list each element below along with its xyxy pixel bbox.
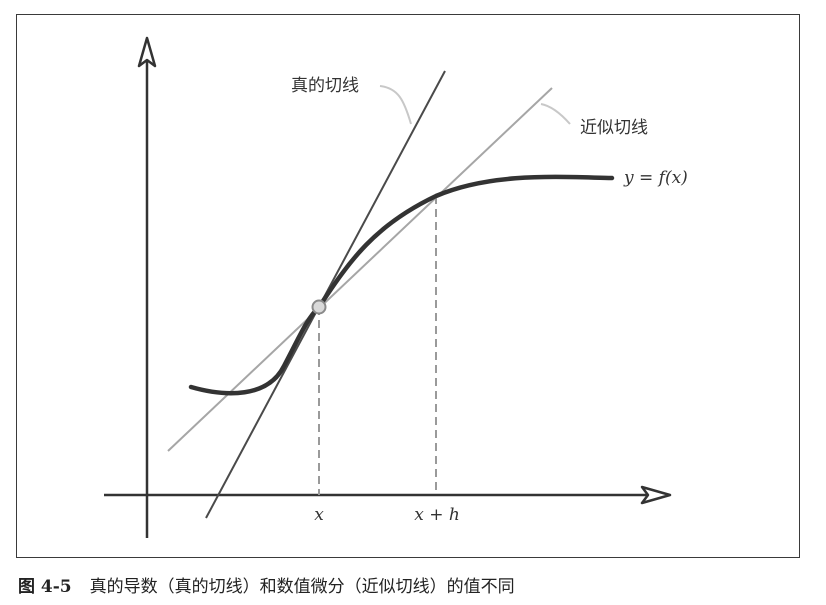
- derivative-diagram: 真的切线 近似切线 y = f(x) x x + h: [104, 36, 688, 538]
- x-tick-label: x: [314, 505, 324, 525]
- caption-text: 真的导数（真的切线）和数值微分（近似切线）的值不同: [89, 577, 515, 597]
- y-axis-arrowhead: [137, 36, 157, 68]
- function-curve: [188, 174, 615, 396]
- xh-tick-label: x + h: [414, 505, 460, 525]
- curve-label: y = f(x): [623, 168, 688, 188]
- x-axis-arrowhead: [640, 485, 672, 505]
- approx-tangent-line: [167, 87, 553, 452]
- true-tangent-label: 真的切线: [291, 76, 359, 96]
- figure-number: 图 4-5: [18, 577, 72, 597]
- true-tangent-leader: [379, 85, 412, 125]
- tangent-point: [311, 299, 327, 315]
- approx-tangent-label: 近似切线: [580, 118, 648, 138]
- approx-tangent-leader: [540, 103, 571, 125]
- figure-caption: 图 4-5 真的导数（真的切线）和数值微分（近似切线）的值不同: [18, 572, 515, 597]
